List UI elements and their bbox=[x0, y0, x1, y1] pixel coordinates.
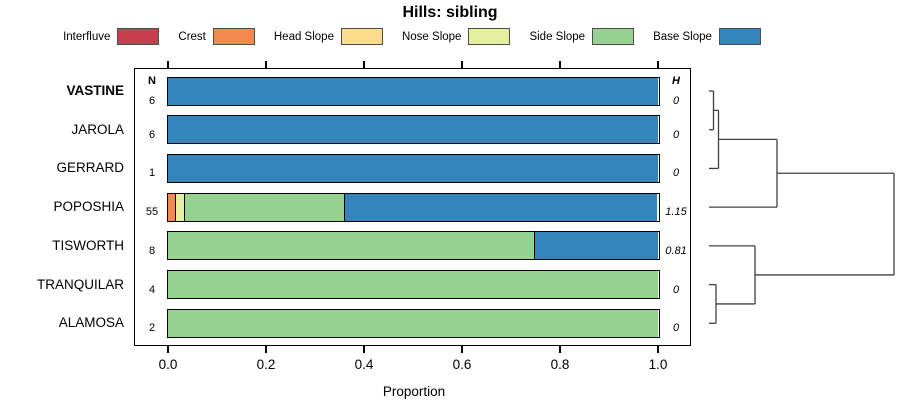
legend-label: Side Slope bbox=[529, 30, 586, 43]
x-tick-bottom bbox=[657, 346, 659, 353]
bar bbox=[166, 308, 660, 338]
legend-item: Nose Slope bbox=[401, 28, 511, 45]
h-value: 0 bbox=[672, 283, 680, 296]
h-column-header: H bbox=[672, 75, 680, 87]
legend-label: Base Slope bbox=[653, 30, 712, 43]
row-label: POPOSHIA bbox=[53, 199, 124, 215]
x-tick-top bbox=[167, 61, 169, 68]
chart-title: Hills: sibling bbox=[402, 4, 498, 21]
n-value: 8 bbox=[148, 244, 156, 257]
bar-segment bbox=[535, 232, 658, 260]
bar bbox=[166, 76, 660, 106]
x-tick-bottom bbox=[461, 346, 463, 353]
bar-segment bbox=[167, 116, 658, 144]
legend-swatch bbox=[340, 28, 383, 45]
row-label: JAROLA bbox=[71, 121, 124, 137]
bar-segment bbox=[345, 193, 658, 221]
row-label: TRANQUILAR bbox=[36, 276, 124, 292]
n-value: 6 bbox=[148, 128, 156, 141]
legend-label: Interfluve bbox=[63, 30, 111, 43]
x-tick-label: 0.6 bbox=[452, 357, 472, 372]
bar-segment bbox=[167, 309, 658, 337]
bar bbox=[166, 153, 660, 183]
n-value: 55 bbox=[145, 206, 159, 219]
x-tick-label: 0.8 bbox=[550, 357, 570, 372]
n-value: 2 bbox=[148, 322, 156, 335]
legend-item: Side Slope bbox=[529, 28, 635, 45]
legend-swatch bbox=[592, 28, 635, 45]
row-label: TISWORTH bbox=[52, 237, 124, 253]
h-value: 0 bbox=[672, 322, 680, 335]
legend-swatch bbox=[212, 28, 255, 45]
bar-segment bbox=[167, 232, 535, 260]
x-tick-bottom bbox=[265, 346, 267, 353]
legend-swatch bbox=[718, 28, 761, 45]
bar-segment bbox=[176, 193, 186, 221]
x-tick-top bbox=[559, 61, 561, 68]
legend-label: Nose Slope bbox=[401, 30, 462, 43]
h-value: 1.15 bbox=[665, 206, 687, 219]
x-tick-bottom bbox=[167, 346, 169, 353]
x-tick-top bbox=[657, 61, 659, 68]
n-value: 6 bbox=[148, 95, 156, 107]
x-tick-label: 0.2 bbox=[256, 357, 276, 372]
legend-item: Interfluve bbox=[63, 28, 160, 45]
legend-label: Crest bbox=[178, 30, 206, 43]
x-tick-bottom bbox=[559, 346, 561, 353]
h-value: 0 bbox=[672, 95, 680, 107]
n-value: 4 bbox=[148, 283, 156, 296]
x-axis-label: Proportion bbox=[382, 384, 446, 399]
n-column-header: N bbox=[148, 75, 156, 87]
bar-segment bbox=[167, 77, 658, 105]
x-tick-bottom bbox=[363, 346, 365, 353]
legend-item: Head Slope bbox=[274, 28, 383, 45]
row-label: GERRARD bbox=[56, 160, 124, 176]
h-value: 0.81 bbox=[665, 244, 687, 257]
legend-swatch bbox=[117, 28, 160, 45]
legend-label: Head Slope bbox=[273, 30, 334, 43]
bar-segment bbox=[185, 193, 346, 221]
legend: Interfluve Crest Head Slope Nose Slope Side … bbox=[0, 28, 824, 45]
x-tick-label: 0.0 bbox=[158, 357, 178, 372]
legend-swatch bbox=[468, 28, 511, 45]
bar-segment bbox=[167, 193, 177, 221]
x-tick-label: 0.4 bbox=[354, 357, 374, 372]
h-value: 0 bbox=[672, 167, 680, 180]
legend-item: Base Slope bbox=[653, 28, 761, 45]
x-tick-top bbox=[265, 61, 267, 68]
legend-item: Crest bbox=[178, 28, 255, 45]
bar bbox=[166, 231, 660, 261]
row-label: VASTINE bbox=[66, 83, 124, 98]
n-value: 1 bbox=[148, 167, 156, 180]
x-tick-label: 1.0 bbox=[648, 357, 668, 372]
bar-segment bbox=[167, 271, 658, 299]
bar bbox=[166, 192, 660, 222]
bar bbox=[166, 270, 660, 300]
x-tick-top bbox=[461, 61, 463, 68]
bar bbox=[166, 115, 660, 145]
plot-area bbox=[134, 68, 691, 346]
x-tick-top bbox=[363, 61, 365, 68]
bar-segment bbox=[167, 154, 658, 182]
h-value: 0 bbox=[672, 128, 680, 141]
row-label: ALAMOSA bbox=[58, 315, 124, 331]
